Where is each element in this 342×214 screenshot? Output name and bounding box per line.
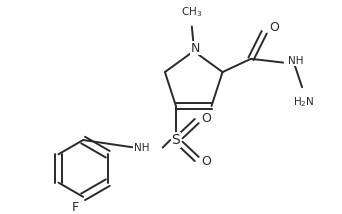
Text: F: F <box>72 201 79 214</box>
Text: NH: NH <box>288 56 303 66</box>
Text: O: O <box>201 155 211 168</box>
Text: N: N <box>191 42 200 55</box>
Text: O: O <box>269 21 279 34</box>
Text: S: S <box>172 133 180 147</box>
Text: H$_2$N: H$_2$N <box>293 95 315 108</box>
Text: NH: NH <box>134 143 149 153</box>
Text: CH$_3$: CH$_3$ <box>181 5 202 19</box>
Text: O: O <box>201 112 211 125</box>
